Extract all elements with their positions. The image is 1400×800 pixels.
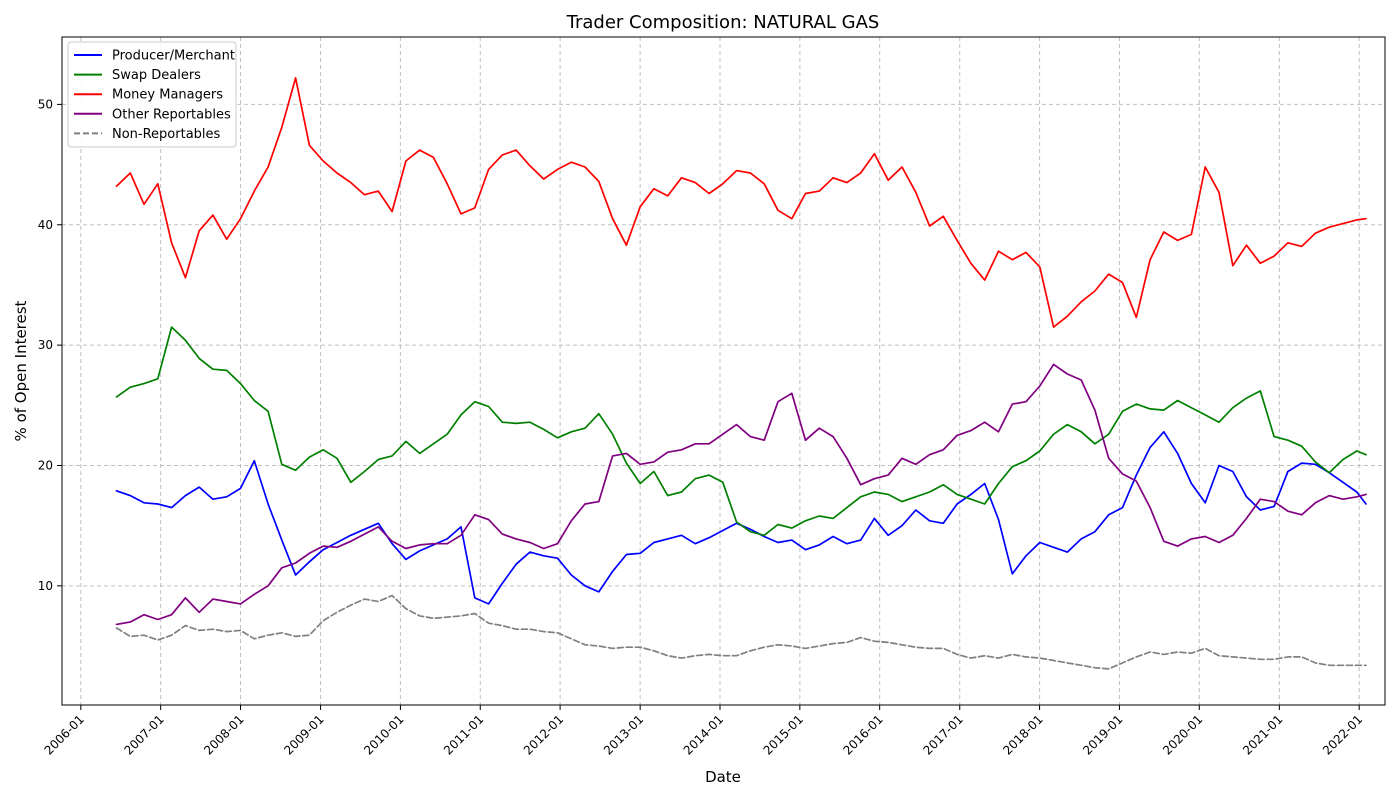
plot-frame — [61, 36, 1386, 706]
y-axis-label: % of Open Interest — [12, 300, 30, 441]
legend-box — [67, 41, 237, 148]
x-axis-label: Date — [705, 768, 741, 786]
legend-label: Money Managers — [112, 88, 223, 103]
y-tick-label: 40 — [38, 218, 53, 232]
legend-label: Other Reportables — [112, 107, 231, 122]
grid — [62, 37, 1385, 705]
y-tick-label: 30 — [38, 338, 53, 352]
series-line-money-managers — [115, 77, 1367, 328]
legend-label: Swap Dealers — [112, 68, 201, 83]
y-tick-label: 20 — [38, 458, 53, 472]
legend: Producer/Merchant Swap Dealers Money Manag… — [67, 41, 237, 148]
chart-title: Trader Composition: NATURAL GAS — [566, 12, 880, 33]
legend-label: Producer/Merchant — [112, 49, 235, 64]
series-line-swap-dealers — [115, 326, 1367, 537]
legend-label: Non-Reportables — [112, 127, 221, 142]
y-tick-label: 10 — [38, 579, 53, 593]
series-line-non-reportables — [115, 594, 1367, 670]
series-line-other-reportables — [115, 363, 1367, 626]
y-tick-label: 50 — [38, 97, 53, 111]
series-group — [115, 77, 1367, 670]
